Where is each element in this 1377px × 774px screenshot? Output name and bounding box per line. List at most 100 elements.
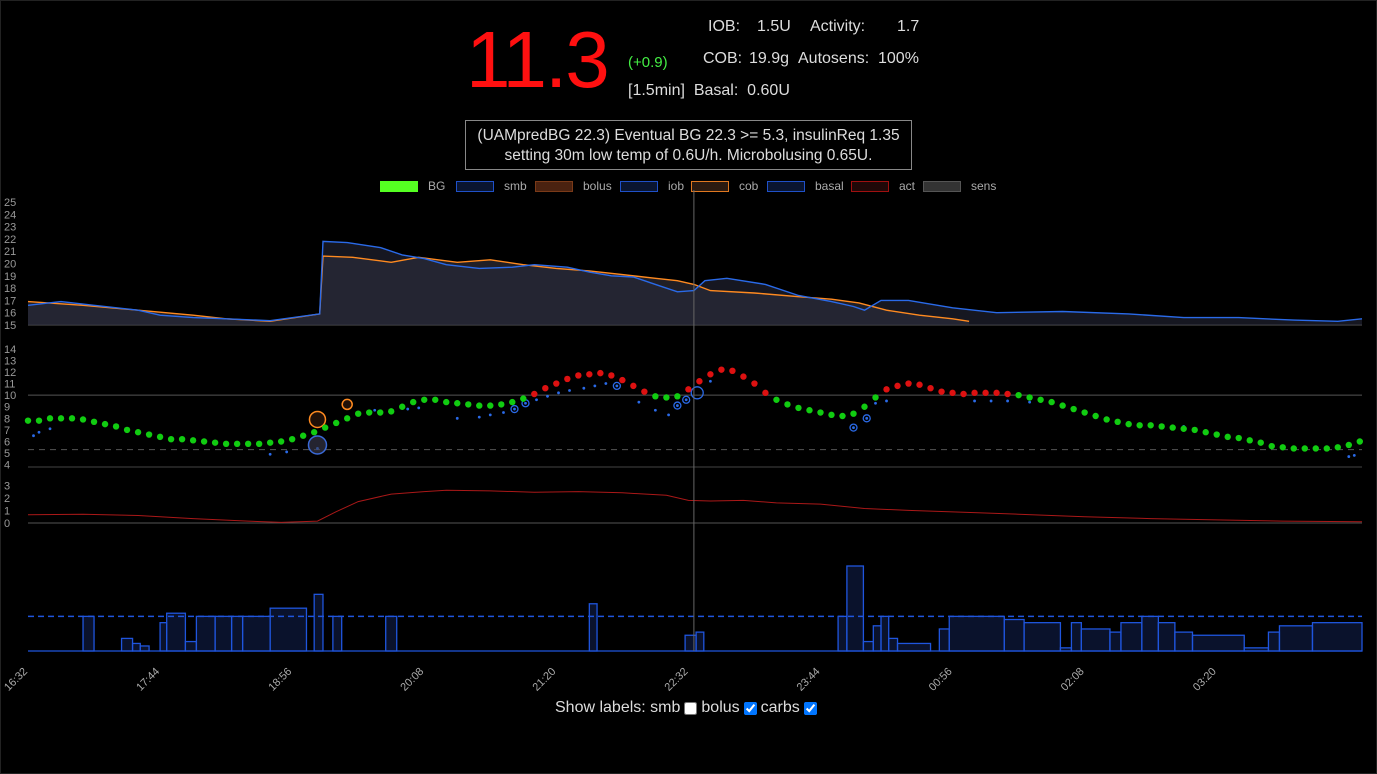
basal-bar <box>1120 622 1143 652</box>
bolus-marker <box>307 435 328 455</box>
basal-bar <box>195 615 216 652</box>
basal-bar <box>230 615 244 652</box>
smb-marker <box>849 423 858 432</box>
bg-reading-point <box>1279 444 1286 451</box>
predicted-bg-point <box>477 415 481 419</box>
bg-reading-point <box>850 410 857 417</box>
smb-labels-checkbox[interactable] <box>684 701 698 715</box>
bg-reading-point <box>156 433 164 441</box>
bg-reading-point <box>1070 405 1077 413</box>
bg-reading-point <box>1191 426 1198 434</box>
predicted-bg-point <box>637 400 641 404</box>
bg-reading-point <box>553 380 560 387</box>
bg-reading-point <box>729 367 736 375</box>
basal-bar <box>1243 647 1270 652</box>
smb-marker <box>673 401 682 410</box>
predicted-bg-point <box>1347 455 1351 458</box>
bolus-labels-checkbox[interactable] <box>743 701 757 715</box>
legend-label-basal: basal <box>815 179 844 193</box>
bg-reading-point <box>388 408 395 415</box>
bg-reading-point <box>1026 394 1033 401</box>
smb-marker <box>682 395 691 404</box>
basal-bar <box>241 615 271 652</box>
y-tick-iob_cob-22: 22 <box>4 234 16 246</box>
basal-bar <box>1109 631 1122 652</box>
basal-bar <box>872 625 882 652</box>
bg-reading-point <box>310 429 318 436</box>
y-tick-bg-6: 6 <box>4 437 10 449</box>
predicted-bg-point <box>417 406 421 410</box>
bg-reading-point <box>24 417 32 424</box>
predicted-bg-point <box>406 407 410 411</box>
basal-bar <box>1023 622 1062 652</box>
legend-swatch-basal <box>767 181 805 192</box>
y-tick-activity-0: 0 <box>4 518 10 530</box>
iob-value: 1.5U <box>757 18 791 35</box>
predicted-bg-point <box>684 398 688 402</box>
y-tick-iob_cob-20: 20 <box>4 259 16 271</box>
predicted-bg-point <box>653 408 657 412</box>
bg-reading-point <box>509 398 516 406</box>
bg-reading-point <box>872 394 879 401</box>
y-tick-iob_cob-15: 15 <box>4 320 16 332</box>
message-line-2: setting 30m low temp of 0.6U/h. Microbol… <box>504 147 873 164</box>
bg-reading-point <box>520 395 527 402</box>
predicted-bg-point <box>513 407 516 411</box>
bg-reading-point <box>432 396 439 403</box>
y-tick-iob_cob-18: 18 <box>4 283 16 295</box>
bg-reading-point <box>663 394 670 401</box>
bg-reading-point <box>244 440 252 448</box>
bg-reading-point <box>586 371 593 378</box>
legend-label-bolus: bolus <box>583 179 612 193</box>
basal-bar <box>684 634 697 652</box>
legend-label-sens: sens <box>971 179 997 193</box>
x-tick-20:08: 20:08 <box>398 666 426 694</box>
bg-reading-point <box>35 417 43 424</box>
x-tick-02:08: 02:08 <box>1059 666 1087 694</box>
legend-swatch-smb <box>456 181 494 192</box>
bg-reading-point <box>619 376 626 384</box>
bg-reading-point <box>1356 438 1363 445</box>
bg-reading-point <box>927 384 934 392</box>
predicted-bg-point <box>268 452 272 456</box>
y-tick-activity-2: 2 <box>4 493 10 505</box>
basal-bar <box>139 645 150 652</box>
bg-reading-point <box>354 410 362 417</box>
message-line-1: (UAMpredBG 22.3) Eventual BG 22.3 >= 5.3… <box>477 127 900 144</box>
bg-reading-point <box>762 389 769 397</box>
x-tick-22:32: 22:32 <box>663 666 691 694</box>
bg-reading-point <box>1125 420 1132 428</box>
basal-bar <box>313 593 324 652</box>
predicted-bg-point <box>667 413 670 417</box>
bg-reading-point <box>1323 445 1330 452</box>
x-tick-18:56: 18:56 <box>266 666 294 694</box>
legend-label-cob: cob <box>739 179 759 193</box>
bg-reading-point <box>641 388 648 395</box>
bg-reading-point <box>465 401 472 408</box>
legend-swatch-cob <box>691 181 729 192</box>
x-tick-16:32: 16:32 <box>2 666 30 694</box>
smb-marker <box>612 381 622 391</box>
basal-value: 0.60U <box>747 82 790 99</box>
basal-bar <box>1311 622 1363 652</box>
bg-reading-point <box>1202 429 1209 436</box>
y-tick-bg-11: 11 <box>4 379 15 391</box>
y-tick-iob_cob-23: 23 <box>4 222 16 234</box>
carbs-labels-checkbox[interactable] <box>803 701 817 715</box>
y-tick-iob_cob-21: 21 <box>4 246 16 258</box>
bg-reading-point <box>982 389 989 397</box>
predicted-bg-point <box>1006 399 1009 403</box>
bg-reading-point <box>773 396 780 403</box>
bg-reading-point <box>487 402 494 409</box>
x-tick-23:44: 23:44 <box>795 666 823 694</box>
x-tick-17:44: 17:44 <box>134 666 162 694</box>
predicted-bg-point <box>852 426 855 429</box>
current-bg-value: 11.3 <box>466 15 610 104</box>
bg-reading-point <box>454 400 461 407</box>
y-tick-bg-13: 13 <box>4 355 16 367</box>
carb-marker <box>341 398 353 411</box>
bg-reading-point <box>1268 442 1275 450</box>
basal-bar <box>896 642 932 652</box>
bg-reading-point <box>90 418 98 426</box>
predicted-bg-point <box>546 394 549 398</box>
